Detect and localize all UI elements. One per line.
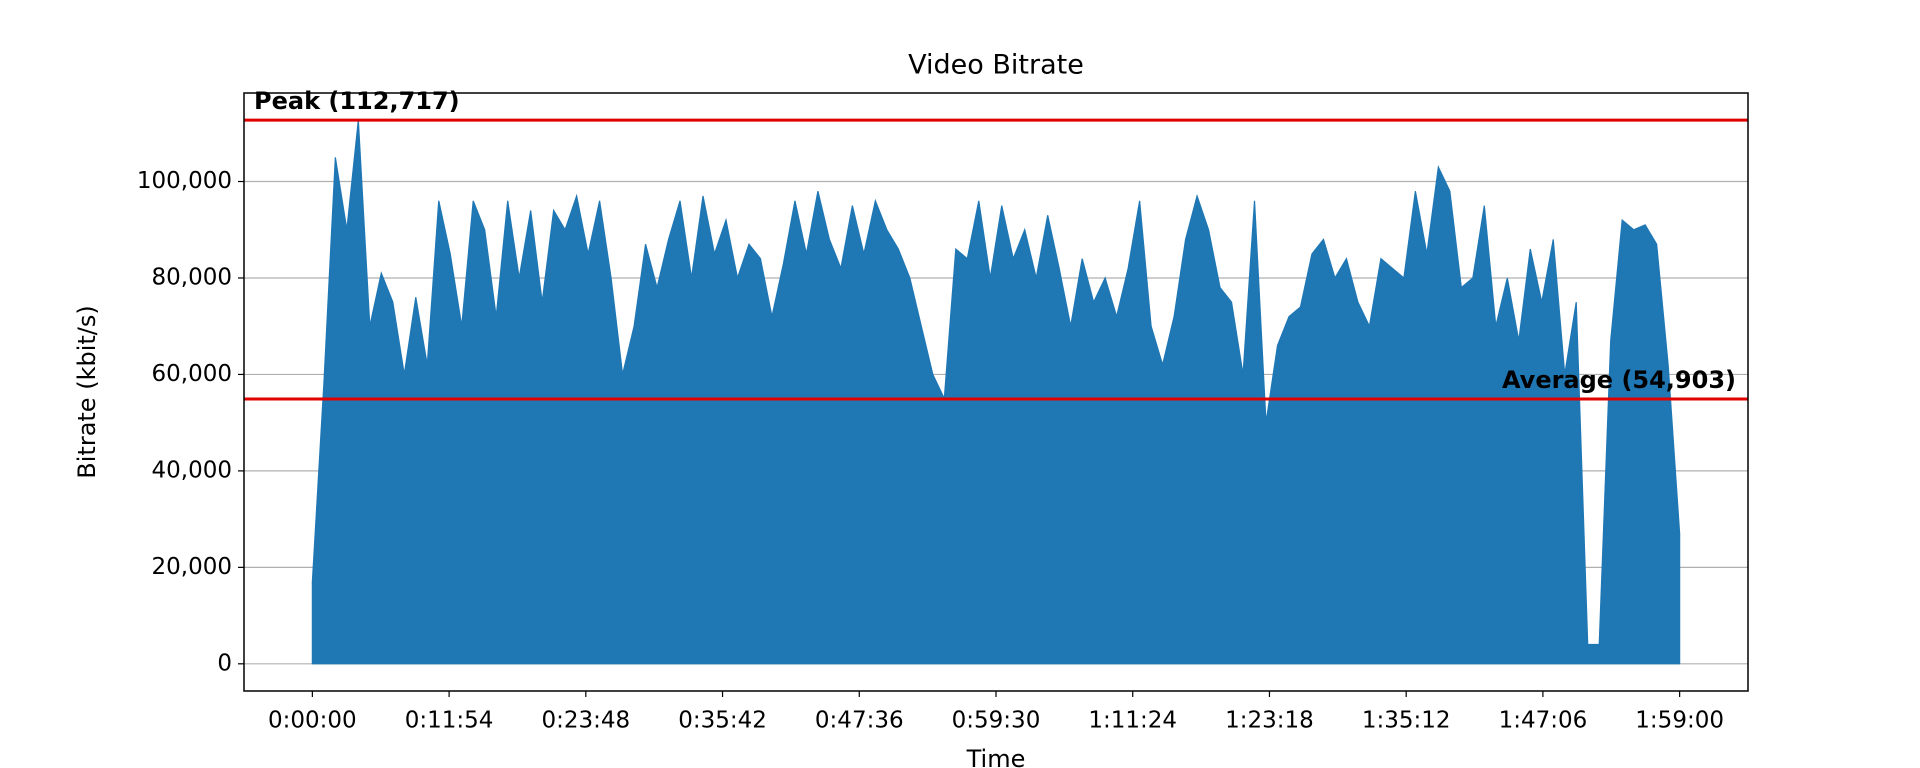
chart-title: Video Bitrate (908, 50, 1084, 81)
y-tick-label: 0 (217, 650, 232, 676)
x-tick-label: 0:47:36 (815, 708, 904, 734)
x-tick-label: 0:59:30 (952, 708, 1041, 734)
x-tick-label: 1:11:24 (1088, 708, 1177, 734)
x-tick-label: 1:23:18 (1225, 708, 1314, 734)
y-tick-label: 40,000 (152, 457, 232, 483)
reference-label: Average (54,903) (1502, 366, 1736, 394)
reference-label: Peak (112,717) (254, 87, 460, 115)
area (311, 120, 1681, 665)
x-tick-label: 0:23:48 (541, 708, 630, 734)
x-tick-label: 1:59:00 (1635, 708, 1724, 734)
y-tick-label: 60,000 (152, 361, 232, 387)
y-axis-label: Bitrate (kbit/s) (73, 305, 101, 478)
x-tick-label: 1:35:12 (1362, 708, 1451, 734)
x-tick-label: 1:47:06 (1499, 708, 1588, 734)
plot-frame (243, 92, 1749, 692)
x-tick-label: 0:00:00 (268, 708, 357, 734)
y-tick-label: 80,000 (152, 264, 232, 290)
x-tick-label: 0:11:54 (405, 708, 494, 734)
x-axis-label: Time (966, 745, 1026, 768)
x-tick-label: 0:35:42 (678, 708, 767, 734)
y-tick-label: 100,000 (137, 168, 232, 194)
y-tick-label: 20,000 (152, 554, 232, 580)
